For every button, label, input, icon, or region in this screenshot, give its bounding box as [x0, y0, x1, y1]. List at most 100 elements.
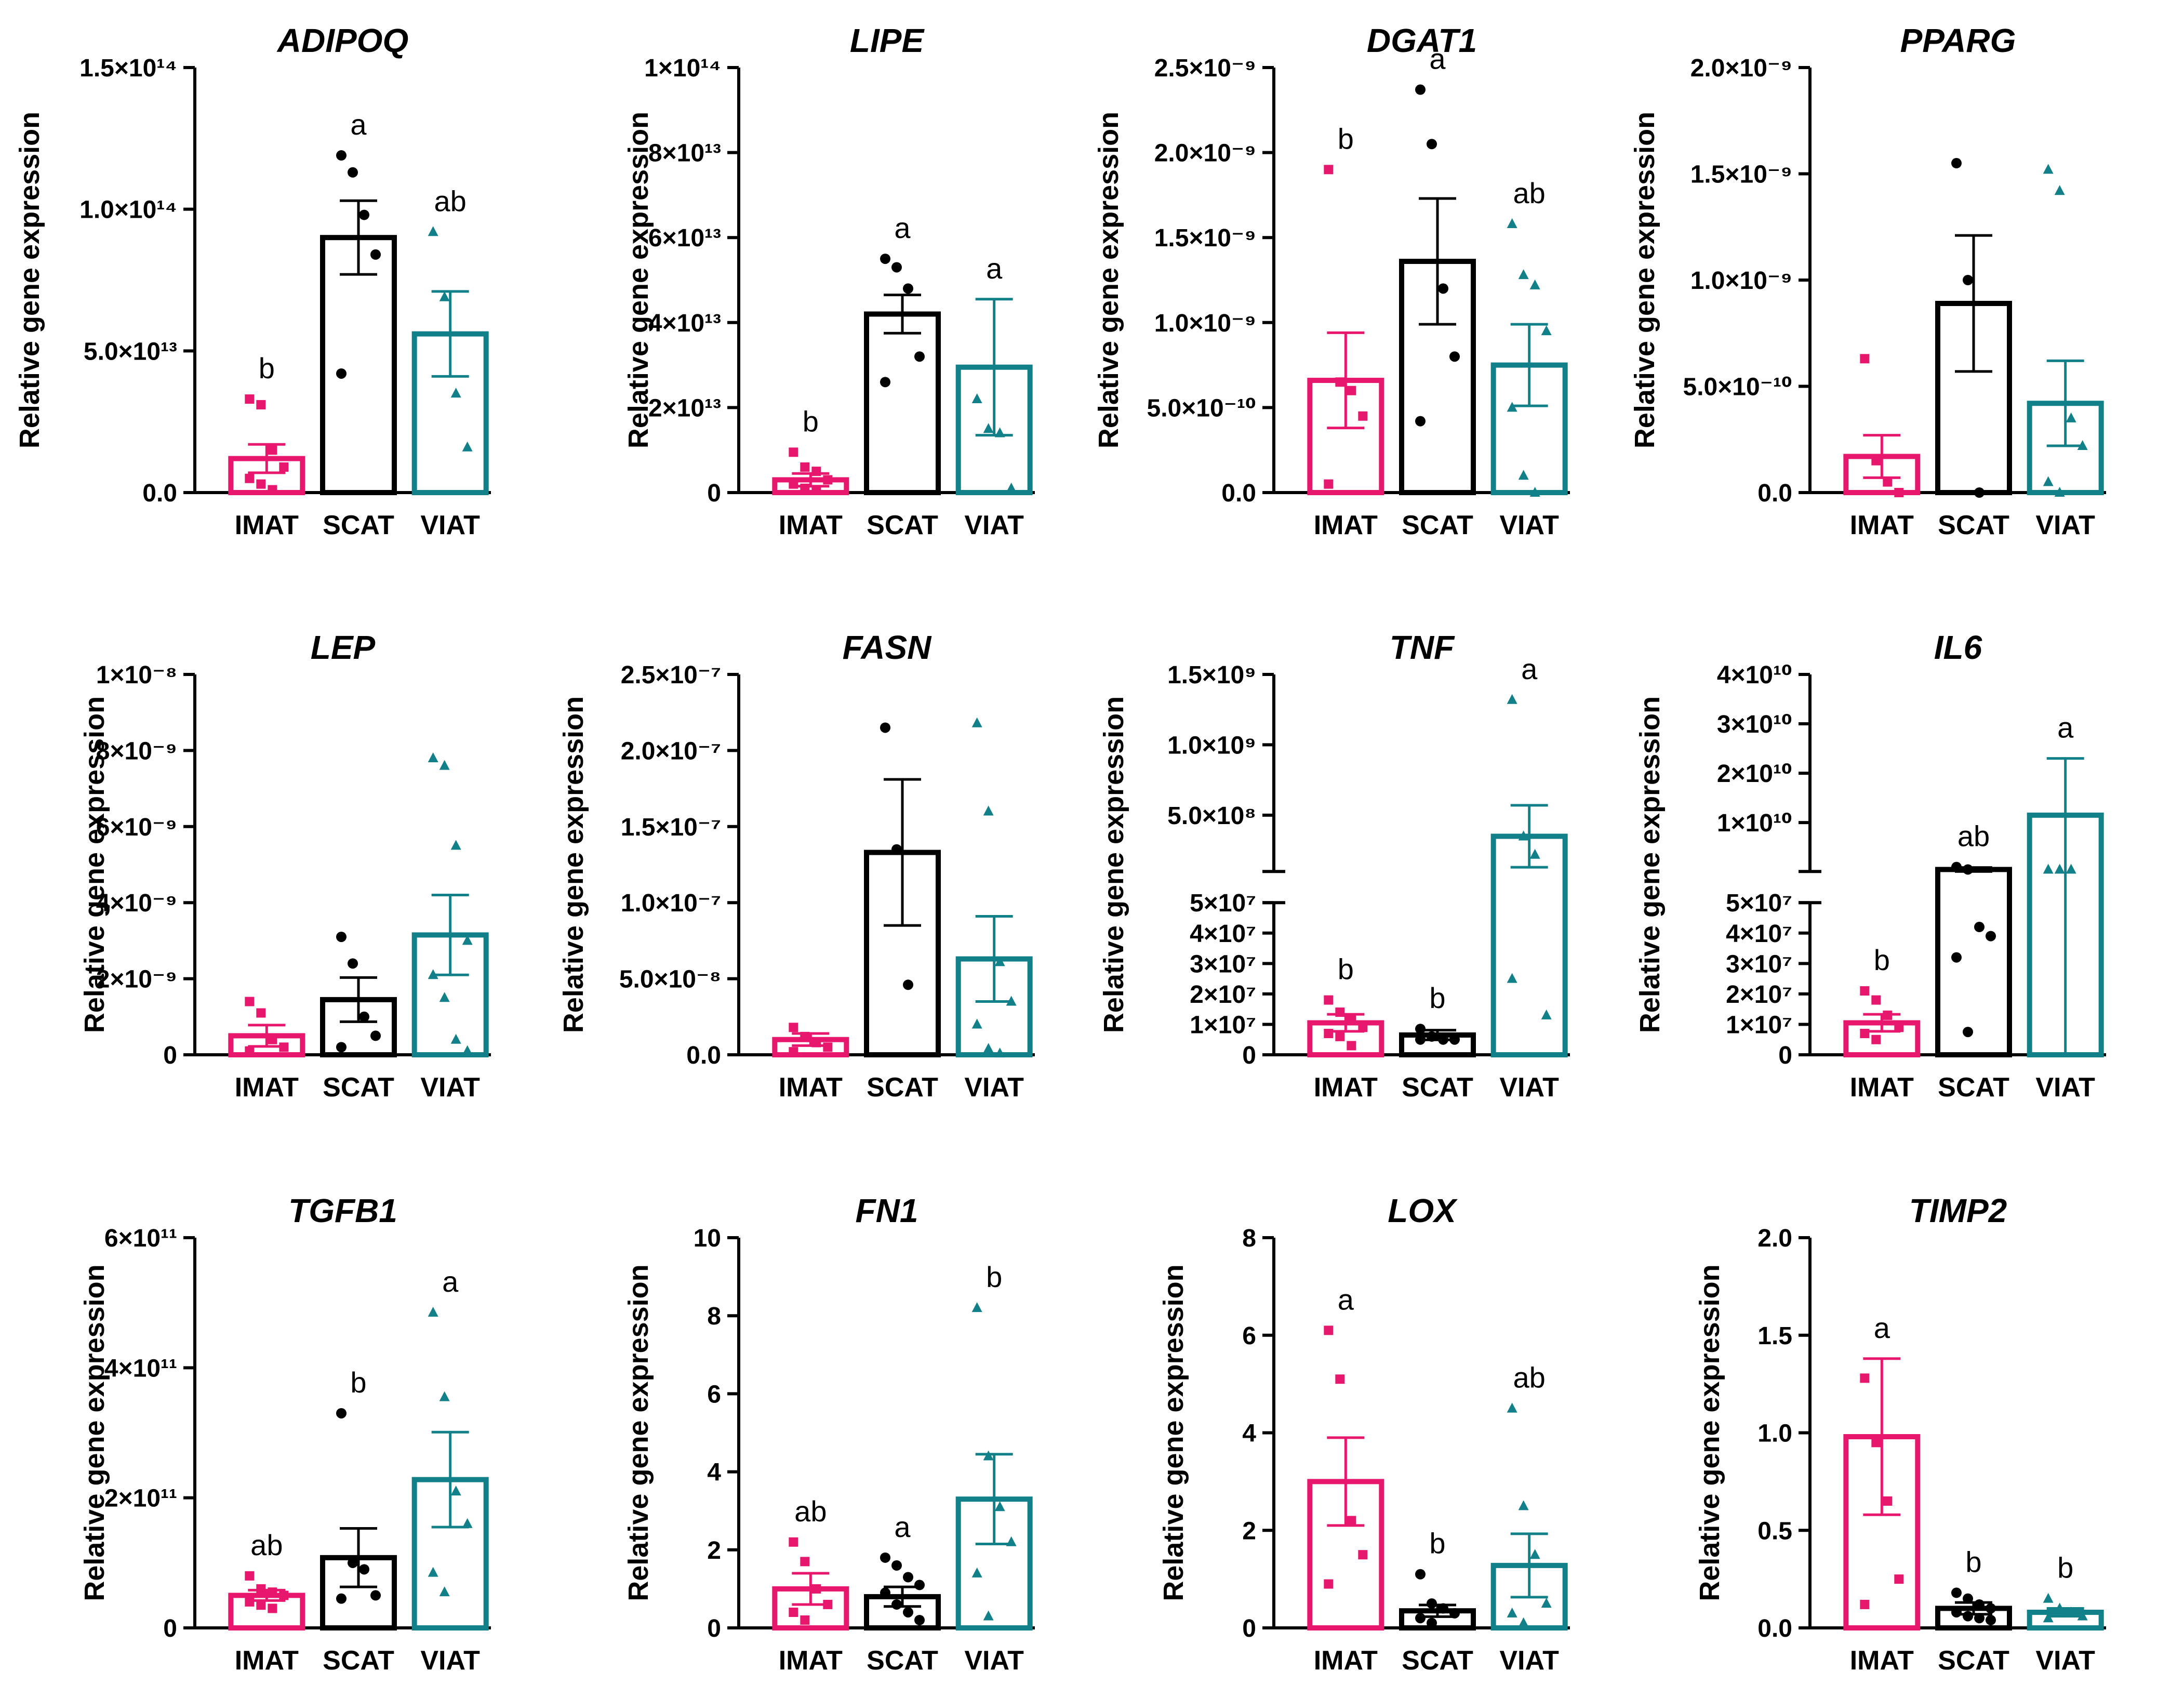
- y-tick-label: 0.0: [1757, 480, 1792, 507]
- data-point: [914, 1580, 925, 1590]
- y-tick-label: 4×10¹³: [648, 310, 721, 337]
- x-tick-label: SCAT: [1402, 1072, 1473, 1103]
- y-tick-label: 5×10⁷: [1190, 890, 1256, 917]
- x-tick-label: SCAT: [1938, 510, 2009, 540]
- data-point: [348, 167, 358, 178]
- data-point: [428, 1306, 438, 1317]
- chart-title: TGFB1: [288, 1192, 397, 1229]
- y-tick-label: 6×10¹³: [648, 224, 721, 252]
- x-tick-label: SCAT: [323, 510, 394, 540]
- data-point: [971, 393, 982, 404]
- data-point: [823, 475, 833, 485]
- y-tick-label: 5.0×10⁻¹⁰: [1683, 374, 1793, 401]
- y-tick-label: 4: [707, 1459, 721, 1487]
- significance-letter: b: [1338, 953, 1354, 986]
- data-point: [1894, 1023, 1904, 1032]
- x-tick-label: VIAT: [2035, 510, 2095, 540]
- x-tick-label: SCAT: [323, 1646, 394, 1676]
- data-point: [450, 388, 461, 398]
- data-point: [1860, 1599, 1870, 1609]
- y-tick-label: 0: [707, 1615, 721, 1642]
- data-point: [983, 1450, 994, 1461]
- chart-title: LOX: [1388, 1192, 1458, 1229]
- significance-letter: a: [442, 1265, 459, 1298]
- data-point: [1974, 1599, 1985, 1610]
- y-tick-label: 1.0×10⁻⁹: [1154, 310, 1256, 337]
- data-point: [1883, 1496, 1893, 1506]
- significance-letter: a: [894, 211, 911, 244]
- x-tick-label: VIAT: [964, 1646, 1024, 1676]
- significance-letter: b: [2057, 1552, 2073, 1584]
- data-point: [1427, 1618, 1437, 1628]
- data-point: [1449, 1034, 1460, 1045]
- y-tick-label: 5.0×10⁻⁸: [619, 966, 721, 993]
- y-tick-label: 1.5×10⁹: [1167, 661, 1256, 689]
- panel-adipoq: ADIPOQ Relative gene expression 0.0 5.0×10¹…: [14, 22, 491, 540]
- data-point: [428, 226, 438, 236]
- panel-lipe: LIPE Relative gene expression 0 2×10¹³ 4×10¹…: [623, 22, 1035, 540]
- significance-letter: a: [350, 108, 367, 141]
- data-point: [462, 441, 473, 452]
- x-tick-label: VIAT: [964, 1072, 1024, 1103]
- chart-title: FASN: [843, 629, 932, 666]
- y-tick-label: 2: [707, 1537, 721, 1565]
- data-point: [1518, 1617, 1529, 1627]
- y-tick-label: 2.0×10⁻⁷: [621, 737, 721, 765]
- data-point: [462, 1045, 473, 1055]
- y-tick-label: 4×10¹¹: [104, 1355, 177, 1382]
- y-tick-label: 2×10⁷: [1190, 981, 1256, 1009]
- y-tick-label: 1.0×10⁹: [1167, 732, 1256, 759]
- data-point: [891, 1560, 902, 1571]
- data-point: [450, 840, 461, 850]
- y-tick-label: 3×10⁷: [1190, 950, 1256, 978]
- data-point: [800, 1557, 810, 1567]
- data-point: [428, 969, 438, 979]
- data-point: [2066, 412, 2076, 422]
- x-tick-label: VIAT: [1499, 1646, 1559, 1676]
- y-tick-label: 0: [707, 480, 721, 507]
- data-point: [1507, 1607, 1517, 1618]
- y-tick-label: 2.5×10⁻⁹: [1154, 55, 1256, 82]
- data-point: [811, 485, 821, 495]
- significance-letter: b: [803, 405, 819, 437]
- data-point: [370, 249, 381, 260]
- data-point: [789, 447, 798, 457]
- data-point: [279, 462, 289, 472]
- data-point: [245, 473, 255, 483]
- data-point: [462, 935, 473, 945]
- y-tick-label: 4×10⁻⁹: [96, 890, 177, 917]
- y-tick-label: 8: [1242, 1225, 1256, 1252]
- y-tick-label: 1.0×10⁻⁷: [621, 890, 721, 917]
- data-point: [1894, 1574, 1904, 1584]
- data-point: [1449, 1608, 1460, 1619]
- data-point: [428, 1567, 438, 1577]
- data-point: [1541, 1598, 1552, 1608]
- y-tick-label: 0: [1242, 1615, 1256, 1642]
- y-tick-label: 0.0: [686, 1042, 721, 1069]
- y-tick-label: 5.0×10¹³: [84, 338, 177, 365]
- y-tick-label: 2: [1242, 1517, 1256, 1545]
- data-point: [1415, 1569, 1426, 1580]
- panel-timp2: TIMP2 Relative gene expression 0.0 0.5 1.0 1.…: [1694, 1192, 2106, 1676]
- significance-letter: ab: [250, 1529, 283, 1561]
- data-point: [983, 1043, 994, 1053]
- data-point: [1986, 931, 1996, 942]
- data-point: [994, 1501, 1005, 1512]
- y-tick-label: 1.0×10¹⁴: [79, 196, 177, 224]
- data-point: [880, 377, 890, 388]
- data-point: [800, 483, 810, 493]
- data-point: [359, 1564, 369, 1575]
- data-point: [1507, 402, 1517, 412]
- x-tick-label: IMAT: [779, 1646, 843, 1676]
- data-point: [1507, 218, 1517, 229]
- data-point: [994, 427, 1005, 437]
- x-tick-label: SCAT: [867, 510, 938, 540]
- data-point: [245, 1046, 255, 1056]
- significance-letter: b: [1338, 122, 1354, 155]
- data-point: [1438, 1603, 1448, 1614]
- y-tick-label: 1.5×10¹⁴: [79, 55, 177, 82]
- data-point: [336, 368, 347, 379]
